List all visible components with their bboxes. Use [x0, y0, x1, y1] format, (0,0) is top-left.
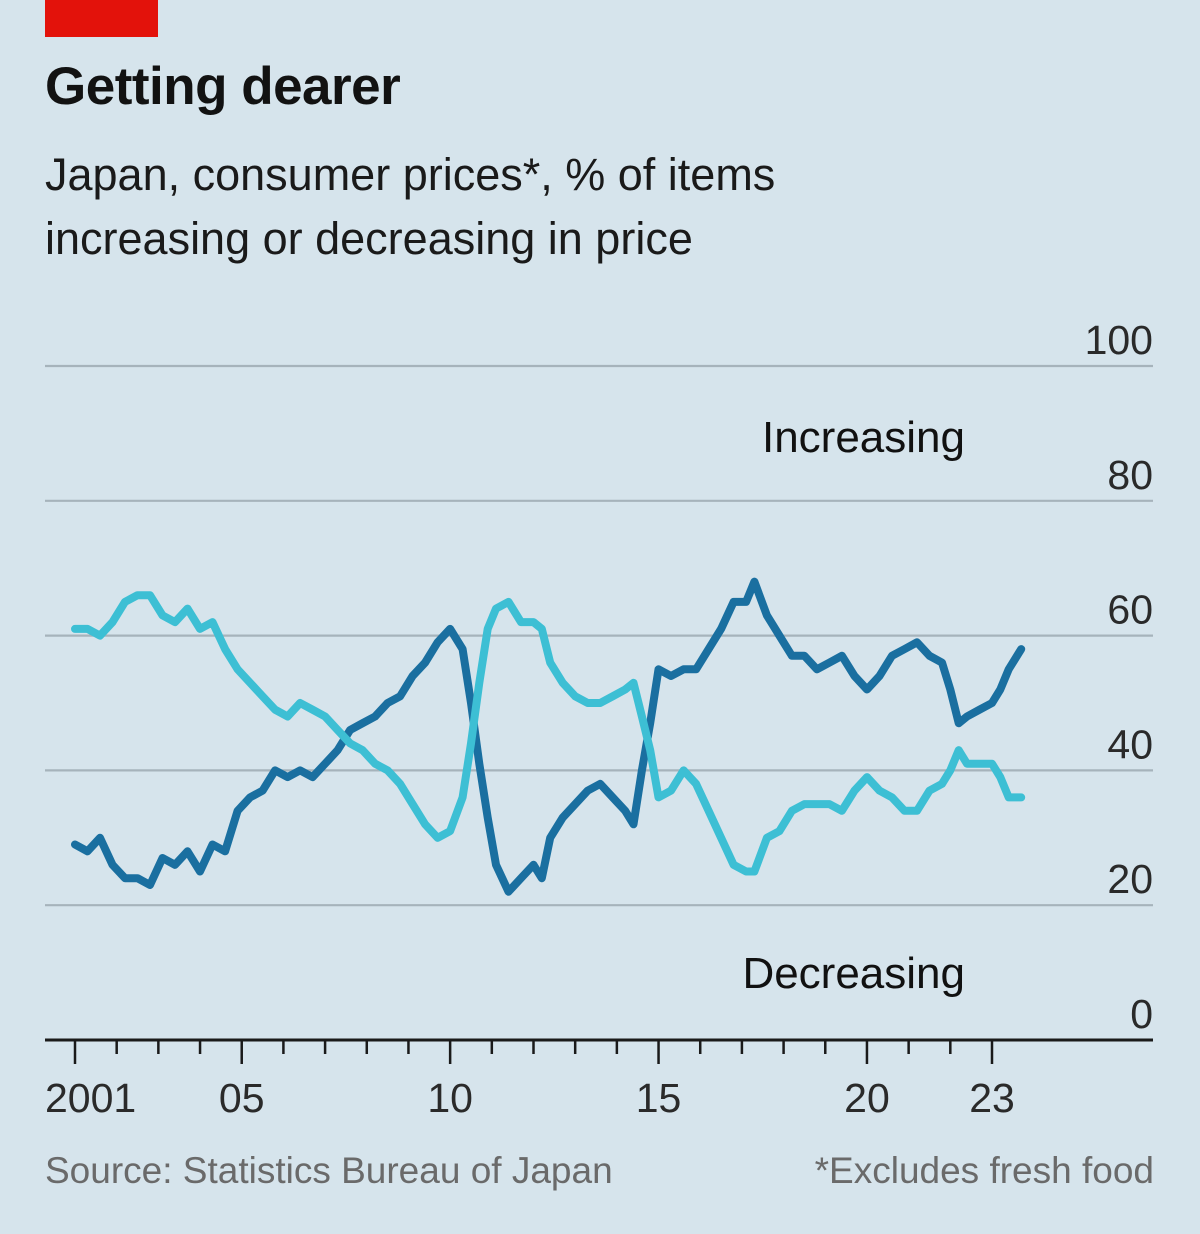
series-label-decreasing: Decreasing	[742, 949, 965, 998]
y-tick-label: 40	[1107, 721, 1153, 767]
series-labels: Increasing Decreasing	[742, 413, 965, 998]
x-axis: 2001 05 10 15 20 23	[45, 1038, 1153, 1121]
y-tick-label: 20	[1107, 856, 1153, 902]
series-label-increasing: Increasing	[762, 413, 965, 462]
x-tick-label: 23	[969, 1075, 1015, 1121]
chart-title: Getting dearer	[45, 57, 401, 116]
series-lines	[71, 577, 1026, 896]
chart-subtitle: Japan, consumer prices*, % of items incr…	[45, 149, 776, 264]
source-note: Source: Statistics Bureau of Japan	[45, 1150, 613, 1191]
gridlines	[45, 364, 1153, 907]
y-tick-label: 100	[1085, 317, 1153, 363]
y-tick-label: 0	[1130, 991, 1153, 1037]
x-tick-label: 2001	[45, 1075, 136, 1121]
series-line-increasing	[71, 577, 1026, 896]
footnote: *Excludes fresh food	[814, 1150, 1154, 1191]
y-tick-label: 80	[1107, 452, 1153, 498]
x-tick-label: 05	[219, 1075, 265, 1121]
series-line-decreasing	[71, 591, 1026, 876]
x-tick-label: 10	[427, 1075, 473, 1121]
brand-tag	[45, 0, 158, 37]
x-tick-label: 15	[636, 1075, 682, 1121]
x-tick-label: 20	[844, 1075, 890, 1121]
y-tick-label: 60	[1107, 587, 1153, 633]
y-axis-tick-labels: 0 20 40 60 80 100	[1085, 317, 1153, 1037]
